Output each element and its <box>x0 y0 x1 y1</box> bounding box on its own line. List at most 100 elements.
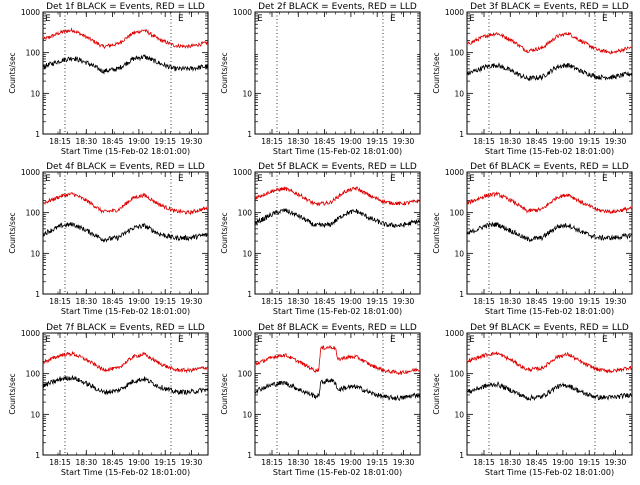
lld-rate-line <box>42 192 209 216</box>
x-tick-label: 19:15 <box>366 458 388 467</box>
panel-title: Det 2f BLACK = Events, RED = LLD <box>258 2 417 12</box>
x-tick-label: 18:15 <box>49 458 71 467</box>
x-tick-label: 19:00 <box>128 297 150 306</box>
y-axis-label: Counts/sec <box>432 373 441 414</box>
y-tick-label: 1 <box>247 451 252 460</box>
plot-frame <box>254 171 421 295</box>
y-tick-label: 1000 <box>233 8 252 17</box>
y-axis: 1 10 1000 <box>233 8 420 139</box>
y-axis: 1 10 100 1000 <box>21 329 208 460</box>
y-axis: 1 10 100 1000 <box>21 8 208 139</box>
x-axis: 18:15 18:30 18:45 19:00 19:15 19:30 <box>261 333 415 467</box>
detector-panel-2: Det 2f BLACK = Events, RED = LLD 1 10 1000 C… <box>220 2 421 156</box>
y-tick-label: 10 <box>30 410 40 419</box>
x-tick-label: 19:00 <box>552 297 574 306</box>
plot-frame <box>42 332 209 456</box>
x-axis: 18:15 18:30 18:45 19:00 19:15 19:30 <box>49 333 203 467</box>
x-axis-label: Start Time (15-Feb-02 18:01:00) <box>273 468 402 477</box>
y-axis-label: Counts/sec <box>220 212 229 253</box>
y-tick-label: 100 <box>238 209 253 218</box>
x-axis-label: Start Time (15-Feb-02 18:01:00) <box>61 468 190 477</box>
x-axis-label: Start Time (15-Feb-02 18:01:00) <box>273 307 402 316</box>
x-tick-label: 18:15 <box>49 297 71 306</box>
lld-rate-line <box>466 191 633 215</box>
y-axis-label: Counts/sec <box>220 52 229 93</box>
x-tick-label: 19:00 <box>552 458 574 467</box>
y-tick-label: 1 <box>459 451 464 460</box>
y-tick-label: 10 <box>30 89 40 98</box>
x-tick-label: 18:45 <box>526 137 548 146</box>
event-marker-label: E <box>390 335 396 345</box>
y-tick-label: 100 <box>450 209 465 218</box>
lld-rate-line <box>254 344 421 376</box>
x-tick-label: 18:45 <box>102 137 124 146</box>
y-tick-label: 1 <box>247 290 252 299</box>
x-axis-label: Start Time (15-Feb-02 18:01:00) <box>485 147 614 156</box>
panel-title: Det 3f BLACK = Events, RED = LLD <box>470 2 629 12</box>
y-tick-label: 10 <box>30 249 40 258</box>
x-axis: 18:15 18:30 18:45 19:00 19:15 19:30 <box>49 12 203 146</box>
x-tick-label: 19:30 <box>605 458 627 467</box>
plot-frame <box>466 332 633 456</box>
x-tick-label: 19:30 <box>393 297 415 306</box>
x-tick-label: 18:45 <box>102 458 124 467</box>
x-tick-label: 19:15 <box>154 297 176 306</box>
event-marker-label: E <box>390 14 396 24</box>
x-tick-label: 18:15 <box>473 137 495 146</box>
x-tick-label: 18:15 <box>473 458 495 467</box>
x-tick-label: 19:00 <box>340 458 362 467</box>
event-marker-label: E <box>45 335 51 345</box>
x-tick-label: 18:30 <box>75 137 97 146</box>
y-tick-label: 100 <box>26 209 41 218</box>
y-axis: 1 10 100 1000 <box>233 168 420 299</box>
event-marker-label: E <box>602 174 608 184</box>
detector-panel-3: Det 3f BLACK = Events, RED = LLD 1 10 100 10… <box>432 2 633 156</box>
y-tick-label: 1000 <box>21 329 40 338</box>
x-tick-label: 18:30 <box>287 297 309 306</box>
x-axis-label: Start Time (15-Feb-02 18:01:00) <box>61 147 190 156</box>
event-marker-label: E <box>178 335 184 345</box>
panel-title: Det 6f BLACK = Events, RED = LLD <box>470 162 629 172</box>
x-axis: 18:15 18:30 18:45 19:00 19:15 19:30 <box>49 172 203 306</box>
y-tick-label: 1 <box>459 130 464 139</box>
y-tick-label: 100 <box>26 370 41 379</box>
x-tick-label: 19:15 <box>366 297 388 306</box>
detector-panel-7: Det 7f BLACK = Events, RED = LLD 1 10 100 10… <box>8 323 209 477</box>
x-tick-label: 19:30 <box>393 137 415 146</box>
event-marker-label: E <box>257 14 263 24</box>
events-rate-line <box>254 208 421 229</box>
y-tick-label: 1 <box>459 290 464 299</box>
lld-rate-line <box>466 351 633 374</box>
x-axis: 18:15 18:30 18:45 19:00 19:15 19:30 <box>473 333 627 467</box>
x-tick-label: 18:45 <box>526 297 548 306</box>
x-tick-label: 19:30 <box>393 458 415 467</box>
x-tick-label: 18:45 <box>526 458 548 467</box>
event-marker-label: E <box>45 14 51 24</box>
plot-frame <box>254 11 421 135</box>
plot-frame <box>42 11 209 135</box>
event-marker-label: E <box>257 174 263 184</box>
y-axis: 1 10 100 1000 <box>445 329 632 460</box>
y-axis-label: Counts/sec <box>432 212 441 253</box>
x-axis: 18:15 18:30 18:45 19:00 19:15 19:30 <box>261 172 415 306</box>
y-tick-label: 100 <box>450 370 465 379</box>
y-axis: 1 10 100 1000 <box>445 8 632 139</box>
y-tick-label: 1 <box>35 451 40 460</box>
event-marker-label: E <box>469 335 475 345</box>
y-axis-label: Counts/sec <box>220 373 229 414</box>
y-axis-label: Counts/sec <box>8 373 17 414</box>
event-marker-label: E <box>602 14 608 24</box>
event-marker-label: E <box>178 174 184 184</box>
x-tick-label: 19:30 <box>605 137 627 146</box>
x-tick-label: 19:15 <box>578 137 600 146</box>
x-tick-label: 18:15 <box>261 137 283 146</box>
event-marker-label: E <box>45 174 51 184</box>
x-tick-label: 19:30 <box>181 297 203 306</box>
x-tick-label: 18:45 <box>314 458 336 467</box>
x-tick-label: 19:30 <box>181 458 203 467</box>
lld-rate-line <box>254 185 421 207</box>
y-tick-label: 100 <box>26 49 41 58</box>
events-rate-line <box>42 375 209 396</box>
